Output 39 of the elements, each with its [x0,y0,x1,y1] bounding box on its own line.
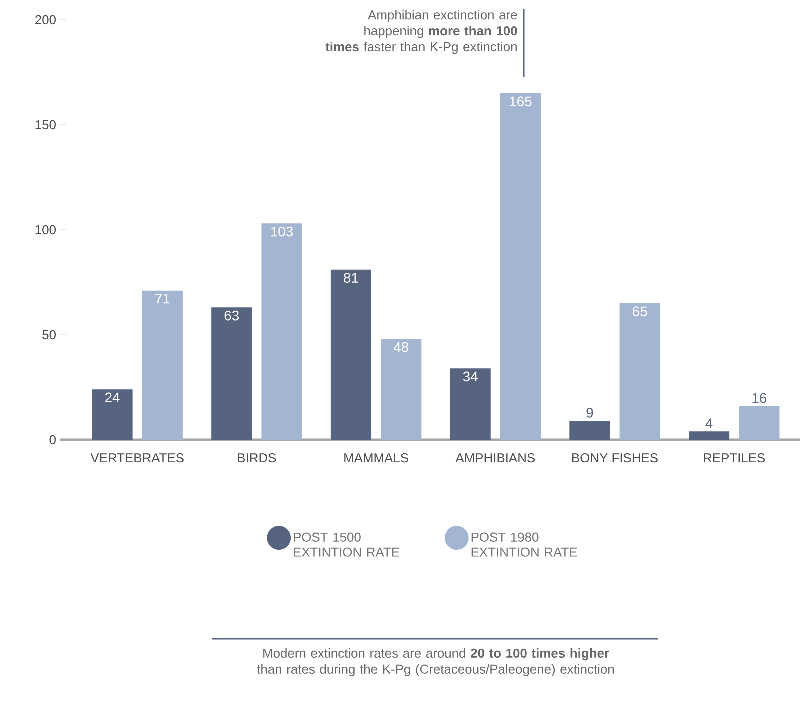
bar [500,93,542,440]
text: Amphibian exctinction are happening more than 100 times faster than K-Pg extinction [326,10,518,54]
legend-label: POST 1980 EXTINTION RATE [472,532,578,557]
data-label: 9 [586,408,594,418]
y-tick-label: 200 [36,15,56,25]
x-tick-label: AMPHIBIANS [456,454,535,463]
bar [689,432,730,440]
y-tick-label: 100 [36,225,56,235]
x-tick-label: REPTILES [704,454,766,463]
y-tick-label: 50 [42,330,56,340]
text: Modern extinction rates are around 20 to 100 times higher than rates during the K-Pg (Cretaceous/Paleogene) extinction [257,648,614,677]
data-label: 4 [706,418,713,428]
y-tick-label: 0 [50,435,56,445]
bar [330,270,372,440]
data-label: 16 [752,393,767,404]
x-tick-label: VERTEBRATES [90,454,184,463]
data-label: 65 [633,306,648,317]
bar [570,421,610,440]
bar [262,224,302,440]
data-label: 71 [156,294,170,304]
data-label: 34 [463,372,478,382]
bar [739,406,780,440]
bar [450,368,491,440]
legend-label: POST 1500 EXTINTION RATE [294,532,400,557]
x-tick-label: BONY FISHES [572,454,658,463]
x-tick-label: MAMMALS [344,454,408,463]
data-label: 103 [271,226,294,237]
bar [620,303,660,440]
x-tick-label: BIRDS [238,454,276,463]
bar [381,339,422,440]
data-label: 48 [394,342,409,352]
bar [212,308,252,440]
data-label: 81 [344,273,358,283]
data-label: 24 [105,392,120,403]
data-label: 165 [510,96,532,107]
bar [92,390,133,440]
y-tick-label: 150 [36,120,56,130]
data-label: 63 [224,310,240,321]
bar [142,290,183,440]
